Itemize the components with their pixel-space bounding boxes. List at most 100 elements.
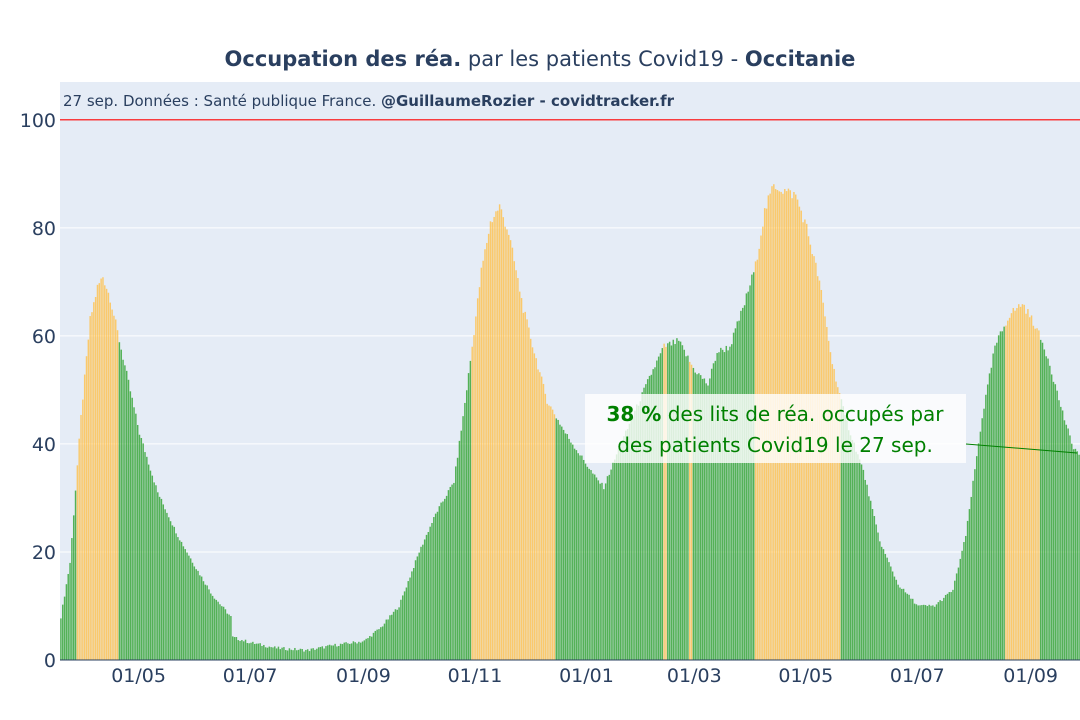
bar: [122, 359, 124, 660]
bar: [381, 626, 384, 660]
bar: [321, 646, 324, 660]
bar: [701, 378, 704, 660]
annotation-line-1: 38 % des lits de réa. occupés par: [607, 402, 945, 426]
bar: [389, 615, 391, 660]
bar: [248, 643, 250, 660]
bar: [855, 451, 857, 660]
annotation-value: 38: [607, 402, 635, 426]
bar: [330, 645, 333, 660]
bar: [562, 429, 565, 660]
bar: [573, 448, 576, 660]
bar-highlighted: [89, 316, 91, 660]
bar: [358, 641, 360, 660]
bar-highlighted: [537, 369, 539, 660]
bar: [897, 584, 899, 660]
bar: [919, 605, 921, 660]
bar: [301, 649, 303, 660]
y-tick-label: 80: [32, 218, 56, 240]
bar: [721, 349, 724, 660]
x-tick-label: 01/03: [667, 665, 722, 687]
bar: [312, 648, 314, 660]
bar: [635, 404, 638, 660]
bar: [603, 489, 605, 660]
bar: [453, 482, 455, 660]
bar: [727, 350, 729, 660]
bar: [290, 649, 292, 660]
bar: [414, 560, 417, 660]
bar: [572, 444, 574, 660]
bar: [986, 384, 989, 660]
bar: [153, 482, 155, 660]
bar: [667, 343, 669, 660]
plot-area: [60, 82, 1080, 660]
bar: [586, 466, 589, 660]
bar-highlighted: [489, 221, 492, 660]
bar-highlighted: [113, 315, 115, 660]
bar: [416, 556, 419, 660]
bar: [447, 490, 450, 660]
bar: [405, 587, 408, 660]
bar: [968, 509, 971, 660]
bar: [363, 640, 366, 660]
title-middle-part: par les patients Covid19 -: [461, 47, 745, 71]
bar: [208, 589, 210, 660]
bar-highlighted: [116, 330, 119, 660]
bar: [915, 604, 918, 660]
bar: [864, 479, 866, 660]
bar: [246, 643, 249, 660]
bar: [361, 641, 364, 660]
annotation-line-2: des patients Covid19 le 27 sep.: [617, 433, 933, 457]
bar: [189, 558, 192, 660]
bar: [345, 642, 347, 660]
annotation-arrow: [965, 443, 1078, 454]
bar: [436, 511, 439, 660]
bar: [69, 562, 71, 660]
bar: [621, 442, 623, 660]
bar: [136, 424, 139, 660]
bar: [168, 517, 170, 660]
bar-highlighted: [115, 319, 117, 660]
bar: [120, 349, 122, 660]
bar: [444, 498, 446, 660]
bar: [456, 457, 459, 660]
bar: [714, 360, 717, 660]
bar: [232, 636, 234, 660]
bar: [306, 649, 309, 660]
bar: [274, 646, 276, 660]
bar-highlighted: [1038, 330, 1040, 660]
bar: [1061, 410, 1064, 660]
bar: [266, 647, 269, 660]
bar-highlighted: [544, 393, 547, 660]
bar: [891, 571, 894, 660]
bar: [347, 643, 349, 660]
bar: [599, 483, 601, 660]
bar: [403, 591, 406, 660]
bar-highlighted: [540, 376, 543, 660]
bar: [913, 603, 916, 660]
bar: [142, 443, 144, 660]
bar: [327, 645, 329, 660]
y-tick-label: 100: [20, 110, 56, 132]
bar: [1043, 349, 1046, 660]
bar: [994, 345, 996, 660]
bar-highlighted: [508, 234, 510, 660]
bar: [308, 651, 311, 660]
bar: [1039, 339, 1042, 660]
bar: [67, 573, 69, 660]
bar: [734, 328, 737, 660]
bar: [745, 293, 748, 660]
bar: [314, 649, 316, 660]
bar: [877, 532, 879, 660]
bar-highlighted: [519, 291, 521, 660]
bar: [1052, 381, 1055, 660]
bar-highlighted: [837, 387, 839, 660]
bar: [186, 552, 188, 660]
bar-highlighted: [818, 280, 821, 660]
bar: [425, 534, 428, 660]
bar: [1054, 384, 1057, 660]
bar: [705, 383, 707, 660]
subtitle-author: @GuillaumeRozier - covidtracker.fr: [381, 92, 675, 110]
bar-highlighted: [827, 340, 830, 660]
bar: [928, 604, 930, 660]
bar: [752, 272, 755, 660]
